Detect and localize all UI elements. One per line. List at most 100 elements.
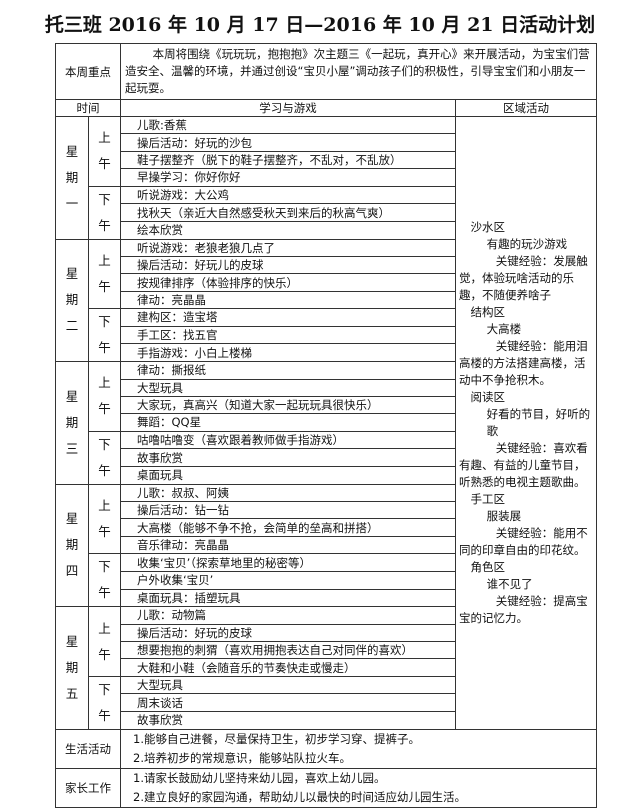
table-row: 星期五 上午 儿歌：动物篇	[55, 606, 597, 730]
am-label: 上午	[98, 497, 111, 539]
table-row: 早操学习：你好你好	[56, 168, 597, 187]
pm-cell: 下午	[88, 553, 121, 608]
table-row: 手工区：找五官	[56, 325, 597, 345]
region-experience: 关键经验：提高宝宝的记忆力。	[459, 593, 588, 625]
region-area: 角色区	[470, 559, 506, 574]
region-area: 沙水区	[470, 219, 506, 234]
activity-item: 听说游戏：老狼老狼几点了	[120, 238, 456, 257]
am-label: 上午	[98, 620, 111, 662]
region-activity: 有趣的玩沙游戏	[486, 236, 568, 251]
table-row: 星期一 上午 儿歌:香蕉 沙水区 有趣的玩沙游戏 关键经验：发展触觉，体验玩啥活动的乐…	[55, 115, 597, 730]
activity-item: 律动：亮晶晶	[120, 290, 456, 310]
am-label: 上午	[98, 252, 111, 294]
parents-label: 家长工作	[55, 767, 121, 808]
day-label: 星期四	[65, 511, 79, 579]
activity-item: 想要抱抱的刺猬（喜欢用拥抱表达自己对同伴的喜欢）	[120, 641, 456, 660]
day-cell: 星期四	[55, 483, 89, 608]
activity-item: 桌面玩具：插塑玩具	[120, 588, 456, 608]
am-cell: 上午	[88, 116, 121, 187]
pm-label: 下午	[98, 191, 111, 233]
parents-row: 家长工作 1.请家长鼓励幼儿坚持来幼儿园，喜欢上幼儿园。 2.建立良好的家园沟通，帮…	[55, 767, 597, 808]
parents-item: 2.建立良好的家园沟通，帮助幼儿以最快的时间适应幼儿园生活。	[133, 789, 466, 804]
activity-item: 周末谈话	[120, 693, 456, 713]
pm-label: 下午	[98, 681, 111, 723]
activity-item: 鞋子摆整齐（脱下的鞋子摆整齐，不乱对，不乱放）	[120, 150, 456, 170]
am-cell: 上午	[88, 483, 121, 555]
table-row: 桌面玩具：插塑玩具	[56, 588, 597, 608]
region-experience: 关键经验：能用不同的印章自由的印花纹。	[459, 525, 588, 557]
table-row: 下午 建构区：造宝塔	[56, 308, 597, 363]
activity-item: 大型玩具	[120, 378, 456, 397]
table-row: 按规律排序（体验排序的快乐）	[56, 273, 597, 292]
activity-item: 音乐律动：亮晶晶	[120, 535, 456, 555]
am-label: 上午	[98, 130, 111, 172]
activity-item: 桌面玩具	[120, 466, 456, 485]
table-row: 下午 大型玩具	[56, 675, 597, 730]
table-row: 绘本欣赏	[56, 220, 597, 240]
activity-item: 户外收集‘宝贝’	[120, 570, 456, 590]
pm-label: 下午	[98, 436, 111, 478]
activity-item: 听说游戏：大公鸡	[120, 185, 456, 205]
activity-item: 操后活动：好玩儿的皮球	[120, 255, 456, 275]
activity-item: 故事欣赏	[120, 711, 456, 730]
life-label: 生活活动	[55, 728, 121, 769]
parents-item: 1.请家长鼓励幼儿坚持来幼儿园，喜欢上幼儿园。	[133, 770, 386, 785]
activity-item: 操后活动：好玩的皮球	[120, 623, 456, 643]
activity-item: 操后活动：好玩的沙包	[120, 133, 456, 152]
activity-item: 儿歌：动物篇	[120, 606, 456, 625]
table-row: 下午 咕噜咕噜变（喜欢跟着教师做手指游戏）	[56, 430, 597, 485]
region-activity: 服装展	[486, 508, 522, 523]
pm-label: 下午	[98, 559, 111, 601]
region-area: 阅读区	[470, 389, 506, 404]
day-cell: 星期三	[55, 361, 89, 485]
region-area: 结构区	[470, 304, 506, 319]
activity-item: 儿歌:香蕉	[120, 115, 456, 135]
pm-cell: 下午	[88, 675, 121, 730]
pm-label: 下午	[98, 314, 111, 356]
am-cell: 上午	[88, 606, 121, 677]
table-row: 舞蹈：QQ星	[56, 413, 597, 432]
activity-item: 收集‘宝贝’（探索草地里的秘密等）	[120, 553, 456, 572]
activity-item: 手工区：找五官	[120, 325, 456, 345]
activity-item: 大高楼（能够不争不抢，会简单的垒高和拼搭）	[120, 518, 456, 537]
plan-table: 本周重点 本周将围绕《玩玩玩，抱抱抱》次主题三《一起玩，真开心》来开展活动，为宝…	[55, 43, 597, 808]
focus-label: 本周重点	[55, 43, 121, 100]
activity-item: 儿歌：叔叔、阿姨	[120, 483, 456, 503]
activity-item: 律动：撕报纸	[120, 361, 456, 380]
table-row: 下午 收集‘宝贝’（探索草地里的秘密等）	[56, 553, 597, 608]
activity-item: 按规律排序（体验排序的快乐）	[120, 273, 456, 292]
pm-cell: 下午	[88, 185, 121, 240]
life-row: 生活活动 1.能够自己进餐，尽量保持卫生，初步学习穿、提裤子。 2.培养初步的常规意…	[55, 728, 597, 769]
day-cell: 星期五	[55, 606, 89, 730]
activity-item: 咕噜咕噜变（喜欢跟着教师做手指游戏）	[120, 430, 456, 450]
region-activity: 大高楼	[486, 321, 522, 336]
table-row: 律动：亮晶晶	[56, 290, 597, 310]
am-cell: 上午	[88, 361, 121, 432]
am-label: 上午	[98, 375, 111, 417]
day-label: 星期五	[65, 634, 79, 702]
activity-item: 舞蹈：QQ星	[120, 413, 456, 432]
day-label: 星期二	[65, 266, 79, 334]
region-activity: 谁不见了	[486, 576, 533, 591]
region-experience: 关键经验：发展触觉，体验玩啥活动的乐趣，不随便养啥子	[459, 253, 588, 302]
activity-item: 找秋天（亲近大自然感受秋天到来后的秋高气爽）	[120, 203, 456, 222]
region-activity: 好看的节目，好听的歌	[486, 406, 591, 438]
table-row: 大家玩，真高兴（知道大家一起玩玩具很快乐）	[56, 395, 597, 415]
life-item: 1.能够自己进餐，尽量保持卫生，初步学习穿、提裤子。	[133, 731, 420, 746]
day-label: 星期三	[65, 388, 79, 456]
region-experience: 关键经验：能用泪高楼的方法搭建高楼，活动中不争抢积木。	[459, 338, 588, 387]
page-title: 托三班 2016 年 10 月 17 日—2016 年 10 月 21 日活动计…	[44, 14, 596, 36]
table-row: 星期二 上午 听说游戏：老狼老狼几点了	[55, 238, 597, 363]
activity-item: 手指游戏：小白上楼梯	[120, 343, 456, 363]
activity-item: 故事欣赏	[120, 448, 456, 467]
table-row: 音乐律动：亮晶晶	[56, 535, 597, 555]
header-learning: 学习与游戏	[120, 99, 456, 117]
header-row: 时间 学习与游戏 区域活动	[55, 99, 597, 117]
activity-item: 早操学习：你好你好	[120, 168, 456, 187]
table-row: 找秋天（亲近大自然感受秋天到来后的秋高气爽）	[56, 203, 597, 222]
activity-item: 建构区：造宝塔	[120, 308, 456, 327]
region-experience: 关键经验：喜欢看有趣、有益的儿童节目，听熟悉的电视主题歌曲。	[459, 440, 588, 489]
focus-row: 本周重点 本周将围绕《玩玩玩，抱抱抱》次主题三《一起玩，真开心》来开展活动，为宝…	[55, 43, 597, 100]
header-region: 区域活动	[455, 99, 597, 117]
pm-cell: 下午	[88, 308, 121, 363]
